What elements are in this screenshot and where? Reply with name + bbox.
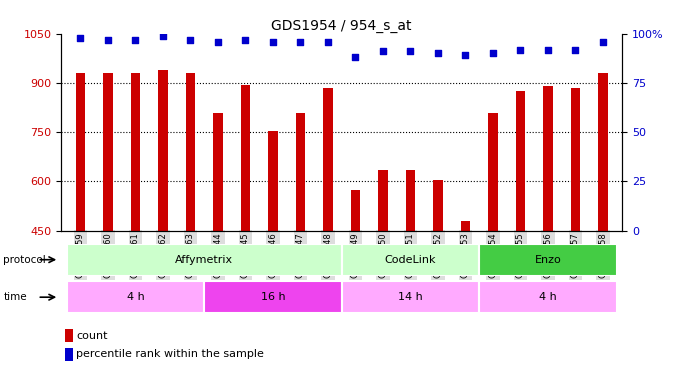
Text: 4 h: 4 h [126,292,144,302]
Bar [378,170,388,231]
Bar [406,170,415,231]
Title: GDS1954 / 954_s_at: GDS1954 / 954_s_at [271,19,412,33]
Bar [241,85,250,231]
Bar [543,86,553,231]
Point [377,48,388,54]
Point [405,48,416,54]
Bar [186,73,195,231]
Bar [268,130,277,231]
Bar [515,91,525,231]
Bar [342,281,479,313]
Bar [433,180,443,231]
Bar [296,112,305,231]
Bar [67,281,204,313]
Point [460,53,471,58]
Point [158,33,169,39]
Bar [158,70,168,231]
Point [515,46,526,53]
Bar [342,244,479,276]
Point [213,39,224,45]
Point [240,37,251,43]
Point [598,39,609,45]
Point [322,39,333,45]
Text: time: time [3,292,27,302]
Bar [65,348,73,361]
Text: 14 h: 14 h [398,292,423,302]
Text: count: count [76,331,108,340]
Bar [131,73,140,231]
Bar [488,112,498,231]
Point [488,51,498,57]
Bar [65,329,73,342]
Point [295,39,306,45]
Text: protocol: protocol [3,255,46,265]
Point [350,54,361,60]
Text: 4 h: 4 h [539,292,557,302]
Bar [598,73,608,231]
Bar [204,281,342,313]
Text: Affymetrix: Affymetrix [175,255,233,265]
Bar [67,244,342,276]
Bar [75,73,85,231]
Bar [479,281,617,313]
Bar [351,190,360,231]
Bar [213,112,223,231]
Text: 16 h: 16 h [260,292,286,302]
Bar [479,244,617,276]
Point [75,35,86,41]
Text: percentile rank within the sample: percentile rank within the sample [76,350,265,359]
Text: Enzo: Enzo [534,255,561,265]
Point [267,39,278,45]
Bar [103,73,113,231]
Point [103,37,114,43]
Point [130,37,141,43]
Bar [460,221,471,231]
Point [543,46,554,53]
Bar [571,88,580,231]
Point [185,37,196,43]
Point [432,51,443,57]
Text: CodeLink: CodeLink [385,255,436,265]
Bar [323,88,333,231]
Point [570,46,581,53]
